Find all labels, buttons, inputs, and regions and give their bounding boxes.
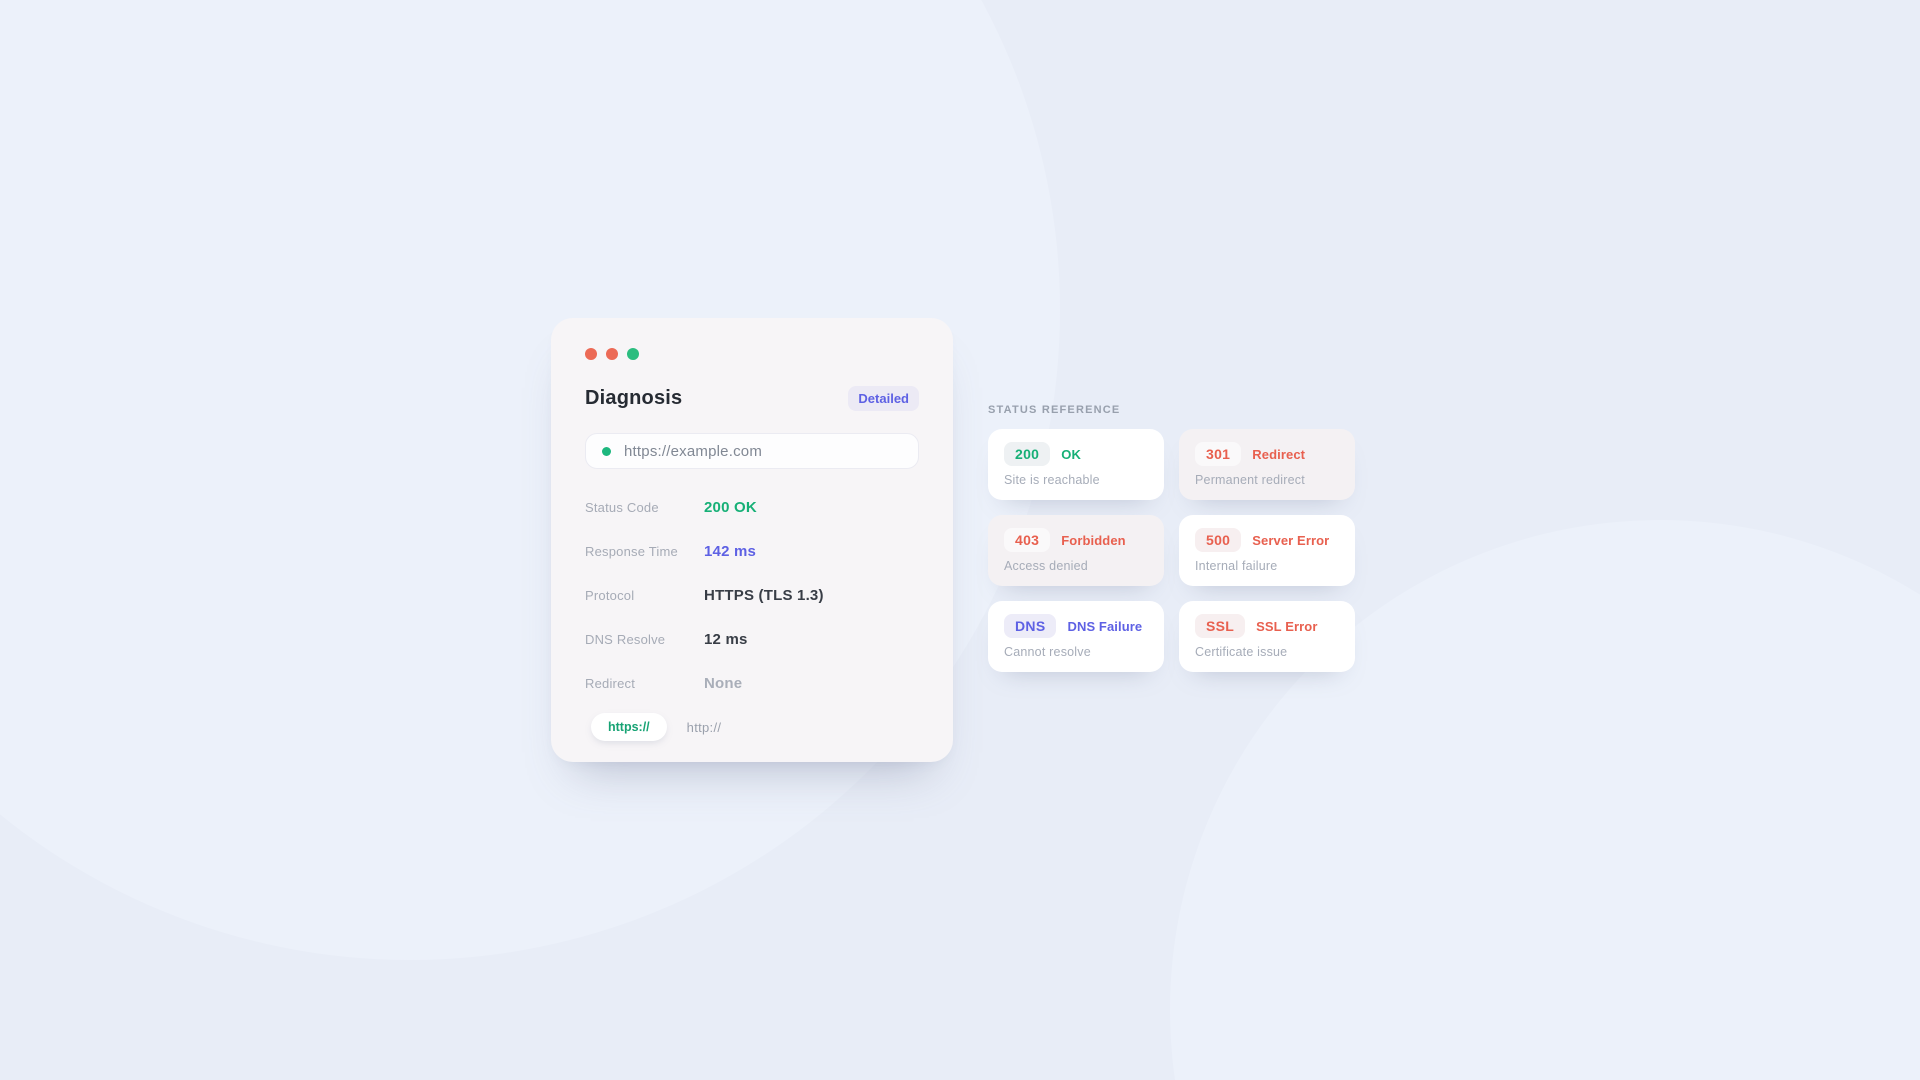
status-card-dns[interactable]: DNS DNS Failure Cannot resolve (988, 601, 1164, 672)
status-code-badge: 500 (1195, 528, 1242, 552)
stat-value: None (704, 674, 743, 692)
window-dot-maximize-icon[interactable] (627, 348, 639, 360)
stat-value: HTTPS (TLS 1.3) (704, 586, 824, 604)
status-code-badge: 403 (1004, 528, 1051, 552)
status-card-301[interactable]: 301 Redirect Permanent redirect (1179, 429, 1355, 500)
window-controls (585, 348, 919, 360)
toggle-option-https[interactable]: https:// (591, 713, 667, 741)
status-code-badge: 200 (1004, 442, 1051, 466)
stat-label: Redirect (585, 675, 636, 691)
page-title: Diagnosis (585, 387, 683, 409)
status-code-badge: SSL (1195, 614, 1246, 638)
status-description: Cannot resolve (1004, 645, 1091, 659)
status-label: Server Error (1252, 532, 1330, 548)
diagnosis-card: Diagnosis Detailed https://example.com S… (551, 318, 953, 762)
status-card-head: 200 OK (1004, 442, 1148, 466)
status-label: OK (1061, 446, 1081, 462)
url-value: https://example.com (624, 442, 763, 460)
stat-row-status-code: Status Code 200 OK (585, 485, 919, 529)
status-description: Certificate issue (1195, 645, 1288, 659)
card-header: Diagnosis Detailed (585, 386, 919, 411)
stat-label: DNS Resolve (585, 631, 666, 647)
status-code-badge: DNS (1004, 614, 1057, 638)
protocol-toggle: https:// http:// (585, 713, 919, 741)
status-card-head: 301 Redirect (1195, 442, 1339, 466)
section-heading: STATUS REFERENCE (988, 404, 1121, 416)
status-card-head: SSL SSL Error (1195, 614, 1339, 638)
status-label: Forbidden (1061, 532, 1126, 548)
stat-row-redirect: Redirect None (585, 661, 919, 705)
status-card-head: 500 Server Error (1195, 528, 1339, 552)
status-label: SSL Error (1256, 618, 1318, 634)
stat-label: Status Code (585, 499, 659, 515)
status-description: Access denied (1004, 559, 1088, 573)
status-description: Permanent redirect (1195, 473, 1305, 487)
status-reference-section: STATUS REFERENCE 200 OK Site is reachabl… (988, 404, 1355, 672)
toggle-option-http[interactable]: http:// (686, 719, 722, 735)
status-card-ssl[interactable]: SSL SSL Error Certificate issue (1179, 601, 1355, 672)
stat-value: 200 OK (704, 498, 757, 516)
stat-label: Protocol (585, 587, 635, 603)
status-card-500[interactable]: 500 Server Error Internal failure (1179, 515, 1355, 586)
status-description: Internal failure (1195, 559, 1278, 573)
status-description: Site is reachable (1004, 473, 1100, 487)
status-card-head: 403 Forbidden (1004, 528, 1148, 552)
status-reference-grid: 200 OK Site is reachable 301 Redirect Pe… (988, 429, 1355, 672)
detailed-link[interactable]: Detailed (848, 386, 919, 411)
stat-row-response-time: Response Time 142 ms (585, 529, 919, 573)
window-dot-close-icon[interactable] (585, 348, 597, 360)
status-card-403[interactable]: 403 Forbidden Access denied (988, 515, 1164, 586)
status-card-200[interactable]: 200 OK Site is reachable (988, 429, 1164, 500)
status-label: DNS Failure (1067, 618, 1143, 634)
stat-row-protocol: Protocol HTTPS (TLS 1.3) (585, 573, 919, 617)
status-card-head: DNS DNS Failure (1004, 614, 1148, 638)
status-code-badge: 301 (1195, 442, 1242, 466)
url-input[interactable]: https://example.com (585, 433, 919, 469)
stat-value: 12 ms (704, 630, 748, 648)
stat-value: 142 ms (704, 542, 757, 560)
stat-label: Response Time (585, 543, 678, 559)
stat-row-dns-resolve: DNS Resolve 12 ms (585, 617, 919, 661)
status-label: Redirect (1252, 446, 1306, 462)
window-dot-minimize-icon[interactable] (606, 348, 618, 360)
status-dot-icon (602, 446, 611, 456)
